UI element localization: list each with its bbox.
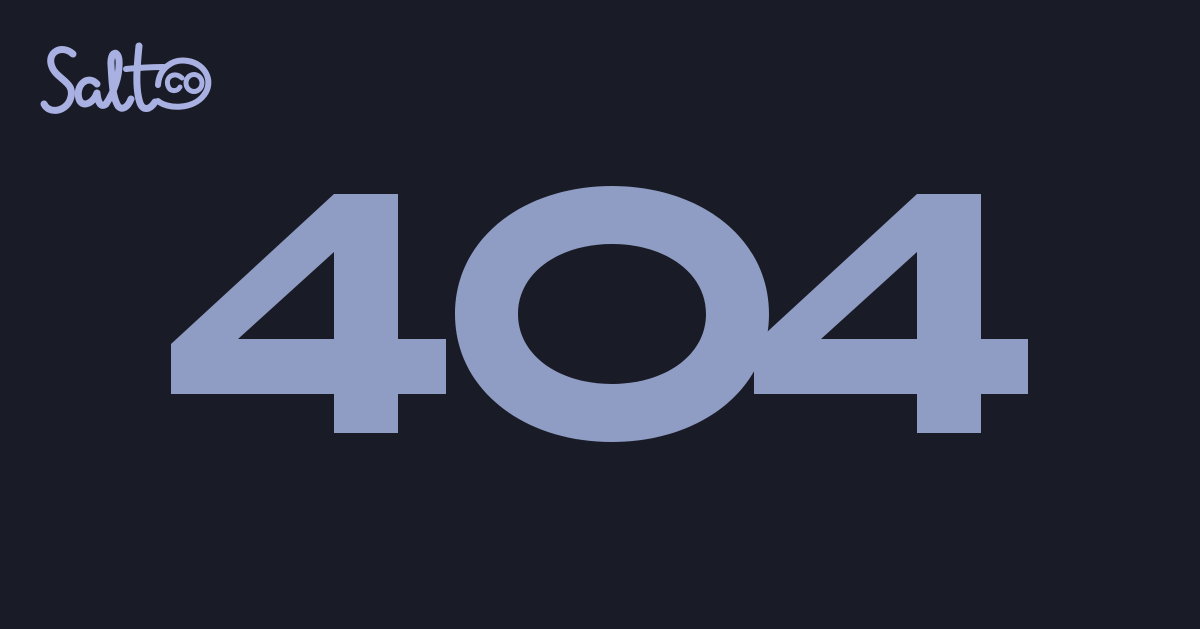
saltco-logo-mark (40, 42, 212, 114)
logo-letter-o (183, 72, 205, 94)
digit-zero (455, 186, 769, 442)
logo-letter-l (102, 49, 135, 112)
logo-letter-a (74, 76, 110, 109)
saltco-logo[interactable]: Saltco (40, 38, 220, 124)
logo-co-circle (155, 57, 212, 110)
digit-four-right (754, 194, 1028, 433)
logo-letter-s (40, 46, 77, 114)
logo-letter-c (164, 72, 185, 94)
logo-letter-t-cross (123, 64, 167, 72)
logo-letter-t (133, 42, 159, 112)
digit-four-left (171, 194, 446, 433)
